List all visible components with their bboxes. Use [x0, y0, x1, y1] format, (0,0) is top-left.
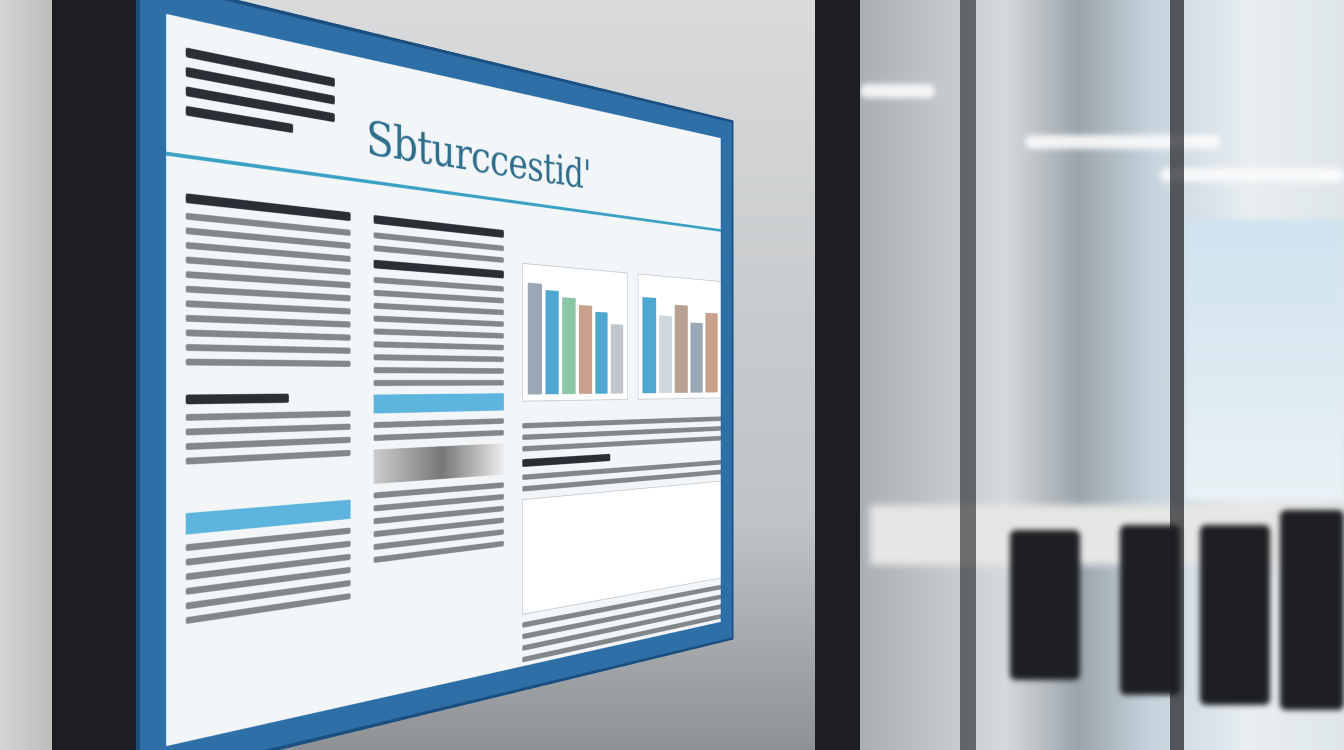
glass-frame-post	[1170, 0, 1184, 750]
glass-frame-post	[52, 0, 142, 750]
poster-column	[374, 206, 504, 569]
poster-bar-chart	[638, 274, 721, 400]
poster-column	[186, 184, 351, 632]
office-chair	[1280, 510, 1344, 710]
poster-column	[522, 411, 720, 680]
wall	[0, 0, 60, 750]
office-chair	[1200, 525, 1270, 705]
glass-frame-post	[960, 0, 976, 750]
poster-bar-chart	[522, 263, 628, 402]
ceiling-light	[1025, 135, 1220, 149]
desk	[870, 505, 1344, 565]
research-poster: Sbturccestid'	[166, 14, 721, 746]
office-window	[1185, 220, 1344, 500]
display-screen: Sbturccestid'	[140, 0, 732, 750]
ceiling-light	[1160, 168, 1344, 182]
office-chair	[1010, 530, 1080, 680]
